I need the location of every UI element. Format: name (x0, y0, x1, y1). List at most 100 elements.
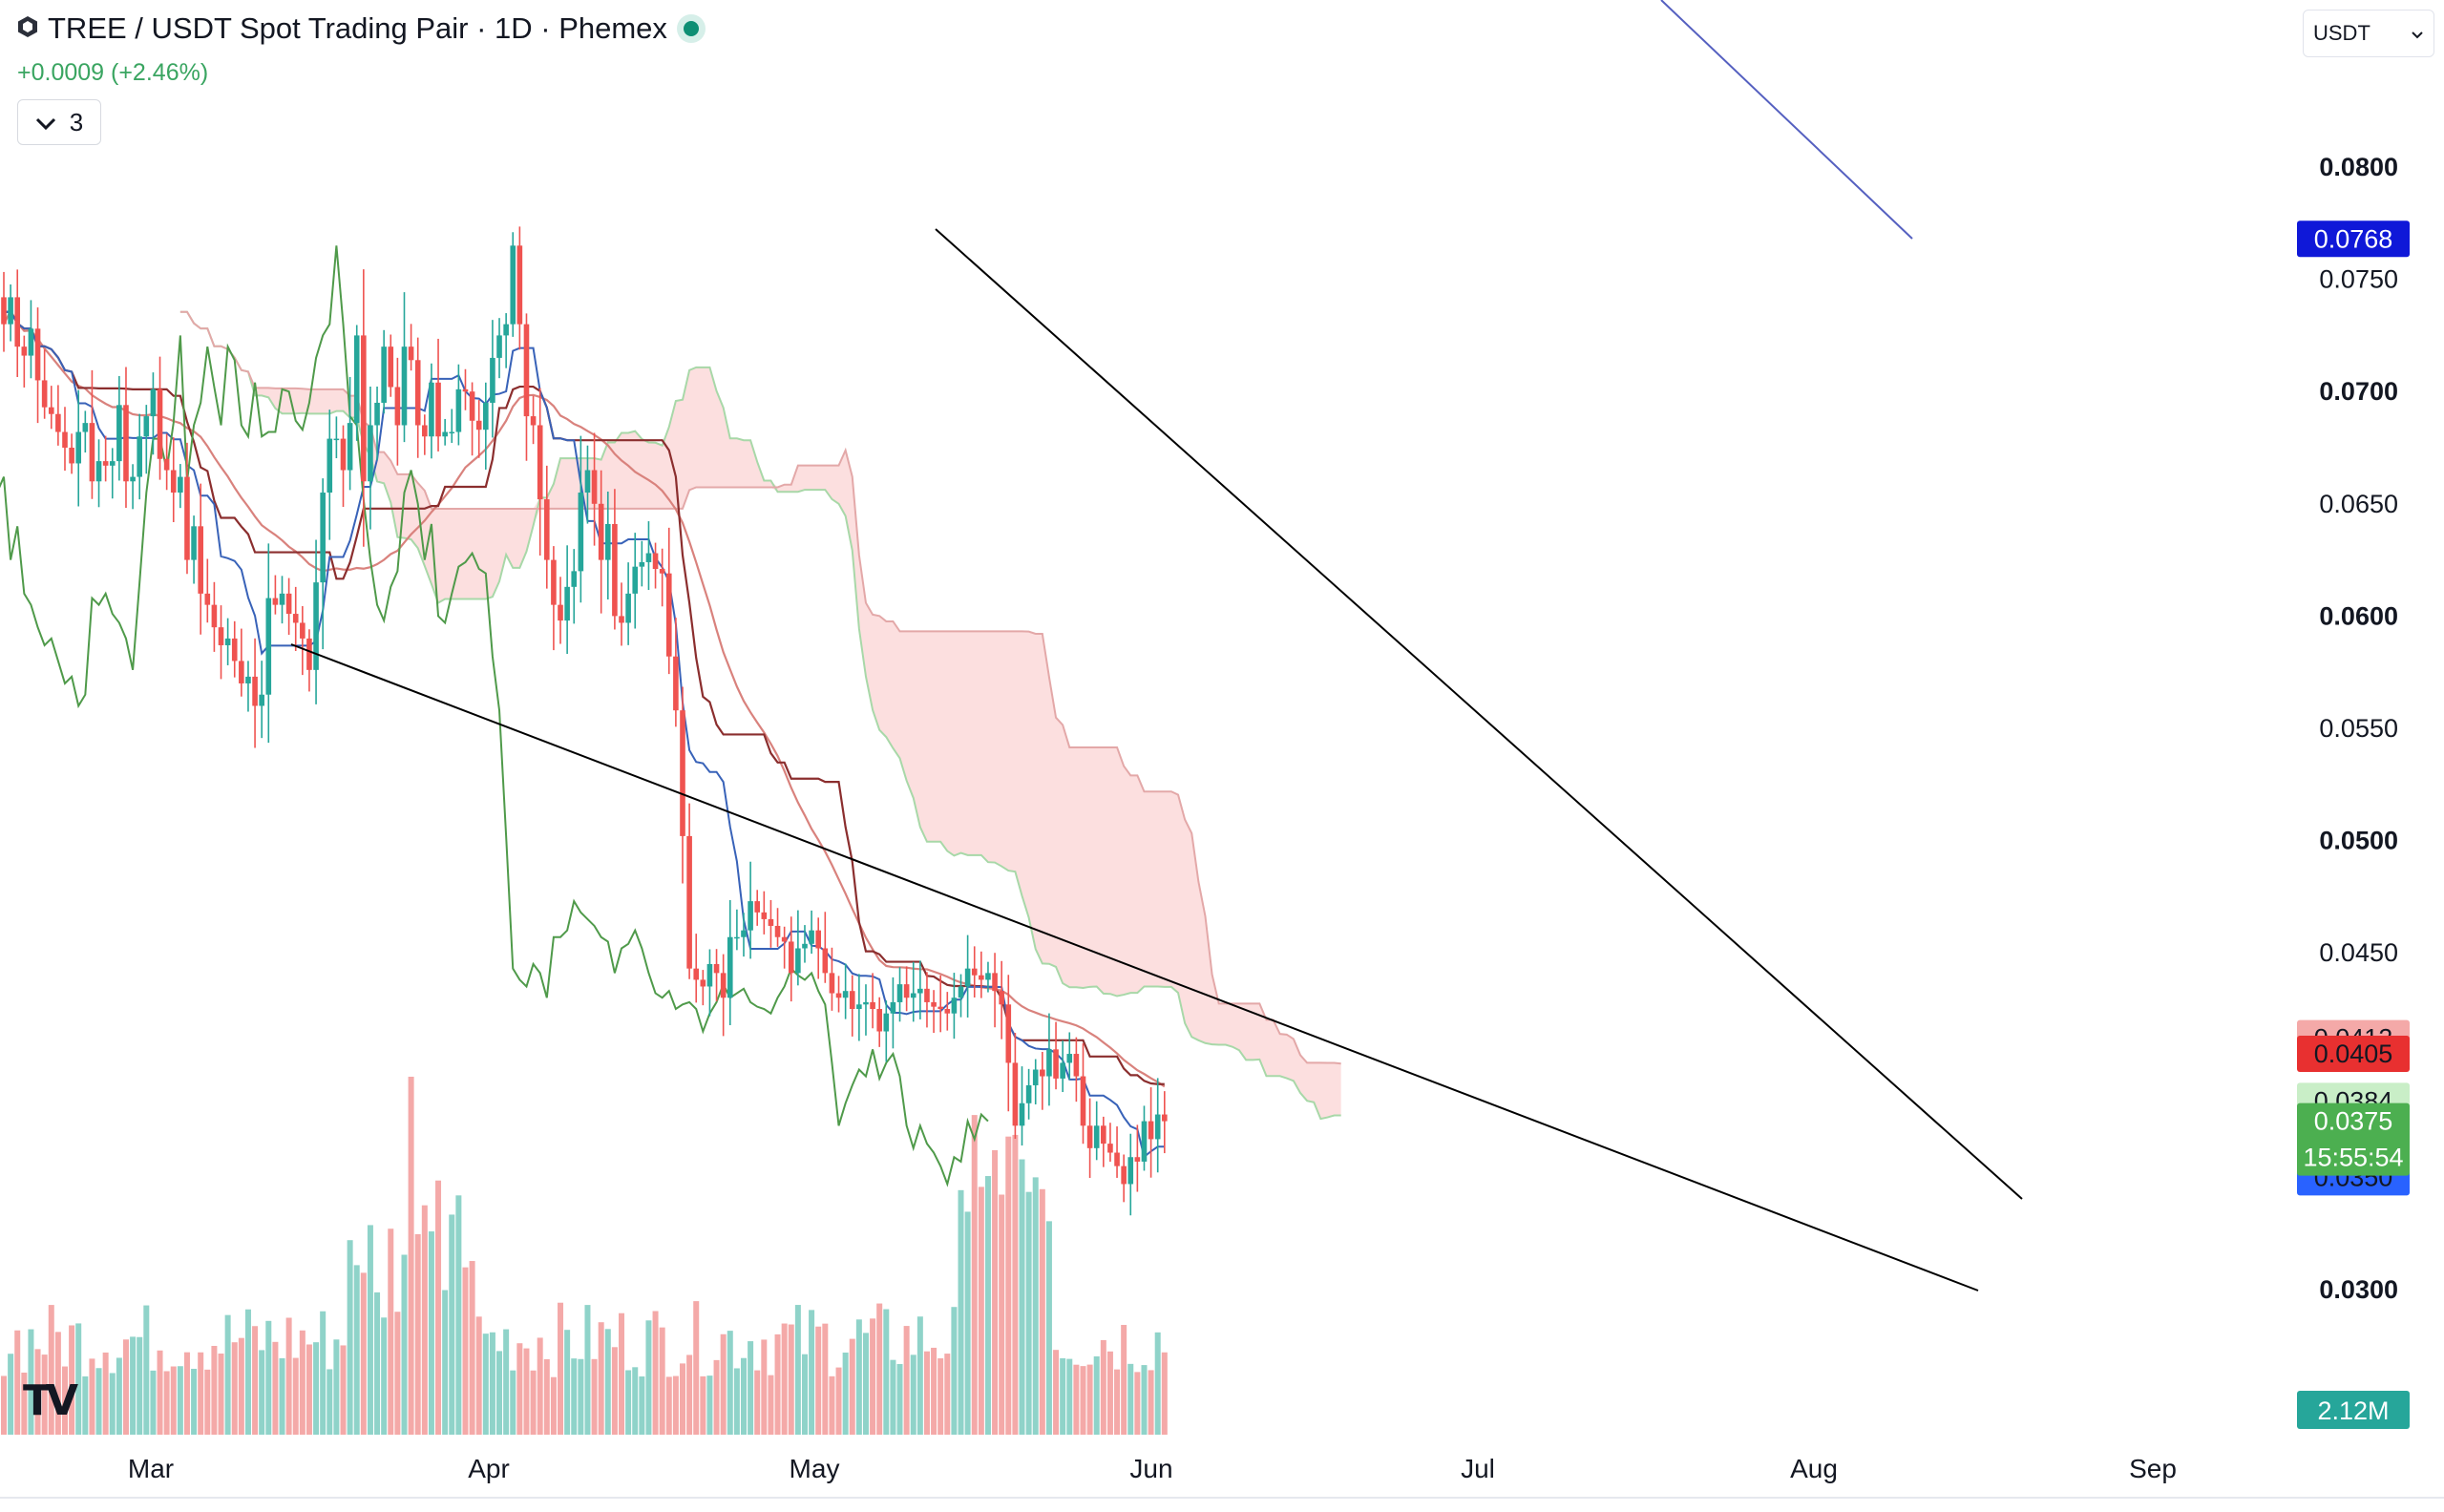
volume-bar (794, 1305, 801, 1435)
candle-body (1114, 1152, 1120, 1166)
volume-bar (1114, 1369, 1121, 1435)
candle-body (971, 968, 978, 976)
candle-body (157, 388, 163, 459)
volume-bar (523, 1348, 530, 1435)
volume-bar (285, 1317, 292, 1435)
candle-body (612, 523, 618, 617)
price-tag-value: 0.0375 (2314, 1107, 2393, 1136)
volume-bar (116, 1357, 122, 1435)
candle-body (632, 566, 639, 594)
volume-bar (421, 1205, 428, 1435)
volume-bar (768, 1375, 774, 1435)
volume-bar (69, 1325, 75, 1435)
currency-select[interactable]: USDT (2303, 10, 2434, 57)
volume-bar (809, 1310, 815, 1435)
volume-bar (1161, 1352, 1168, 1435)
ichimoku-cloud (179, 310, 1341, 1121)
candle-body (490, 357, 495, 403)
volume-bar (665, 1376, 672, 1435)
volume-bar (1060, 1357, 1066, 1435)
candle-body (130, 476, 136, 482)
candle-body (320, 493, 326, 583)
volume-bar (1012, 1134, 1019, 1435)
volume-bar (558, 1302, 564, 1435)
chevron-down-icon (35, 108, 56, 137)
candle-body (252, 676, 258, 706)
cloud-area (179, 311, 1341, 1120)
moving-average-line (3, 308, 1166, 1088)
volume-bar (150, 1370, 157, 1435)
candle-body (652, 553, 659, 570)
volume-bar (890, 1359, 896, 1435)
candle-body (876, 1009, 882, 1032)
candle-body (401, 346, 408, 426)
volume-bar (619, 1312, 625, 1435)
candle-body (1, 297, 7, 325)
chart-header: TREE / USDT Spot Trading Pair · 1D · Phe… (17, 11, 706, 46)
candle-body (272, 598, 279, 605)
volume-bar (910, 1354, 916, 1435)
candle-body (1121, 1166, 1127, 1185)
time-axis-label: Aug (1790, 1454, 1838, 1483)
candle-body (353, 335, 360, 424)
candle-body (835, 993, 842, 998)
volume-bar (564, 1330, 571, 1435)
candle-body (204, 593, 211, 605)
candle-body (8, 297, 13, 325)
candle-body (306, 638, 312, 670)
candle-body (713, 963, 720, 974)
volume-bar (34, 1349, 41, 1435)
candle-body (191, 526, 197, 560)
volume-bar (781, 1323, 788, 1435)
candle-body (706, 963, 713, 987)
volume-bar (89, 1358, 95, 1435)
candle-body (802, 943, 808, 949)
candle-body (178, 476, 183, 494)
time-axis-label: Jul (1461, 1454, 1495, 1483)
volume-bar (700, 1376, 706, 1435)
tenkan-sen-line (4, 310, 1165, 1159)
volume-bar (652, 1311, 659, 1435)
phemex-logo-icon (17, 15, 38, 43)
volume-bar (625, 1370, 632, 1435)
candle-body (917, 988, 923, 994)
candle-body (645, 553, 652, 562)
volume-bar (102, 1352, 109, 1435)
volume-bar (272, 1341, 279, 1435)
volume-bar (672, 1376, 679, 1435)
candle-body (496, 335, 502, 358)
volume-bar (191, 1368, 198, 1435)
volume-bar (680, 1363, 685, 1435)
currency-label: USDT (2313, 21, 2370, 45)
candle-body (849, 991, 855, 1009)
volume-bar (733, 1368, 740, 1435)
volume-bar (238, 1337, 244, 1435)
volume-bar (591, 1358, 598, 1435)
volume-bar (829, 1376, 835, 1435)
collapse-indicators-button[interactable]: 3 (17, 99, 101, 145)
candle-body (578, 493, 584, 572)
volume-bar (1148, 1370, 1154, 1435)
volume-bar (503, 1329, 510, 1435)
price-axis-label: 0.0550 (2319, 714, 2398, 743)
volume-bar (163, 1371, 170, 1435)
candle-body (408, 346, 414, 361)
candle-body (910, 993, 916, 998)
volume-bar (774, 1334, 781, 1435)
candle-body (435, 382, 441, 437)
volume-bar (109, 1373, 116, 1435)
tradingview-logo[interactable]: TV (23, 1376, 78, 1425)
candle-body (992, 973, 998, 992)
long-term-trend-line (1660, 0, 1913, 240)
candle-body (313, 582, 319, 670)
volume-bar (259, 1350, 265, 1435)
volume-bar (964, 1211, 971, 1435)
candle-body (639, 561, 645, 567)
market-open-status-icon[interactable] (676, 14, 706, 43)
candle-body (985, 973, 991, 980)
candle-body (1148, 1121, 1154, 1140)
volume-bar (353, 1265, 360, 1435)
volume-bar (1, 1376, 7, 1435)
volume-tag-value: 2.12M (2317, 1396, 2389, 1425)
